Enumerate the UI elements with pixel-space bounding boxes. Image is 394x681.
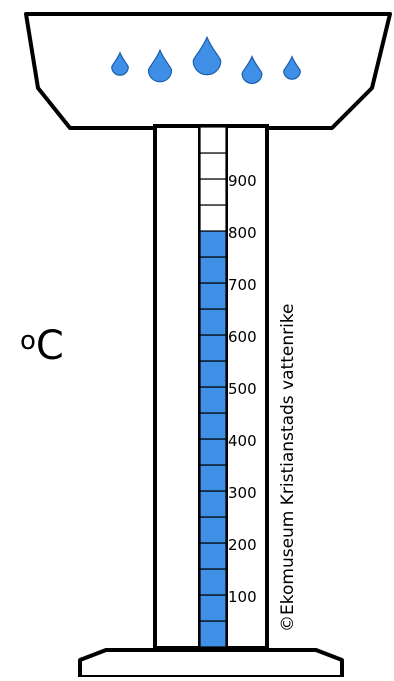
gauge-cell-empty: [199, 152, 227, 180]
scale-label: 500: [228, 380, 257, 398]
gauge-cell-filled: [199, 594, 227, 622]
gauge-cell-filled: [199, 412, 227, 440]
degree-symbol: o: [20, 326, 36, 356]
gauge-cell-filled: [199, 490, 227, 518]
gauge-cell-filled: [199, 568, 227, 596]
gauge-cell-filled: [199, 464, 227, 492]
gauge-cell-filled: [199, 438, 227, 466]
water-drop-icon: [192, 35, 222, 76]
water-drops: [111, 35, 301, 85]
scale-label: 300: [228, 484, 257, 502]
water-drop-icon: [283, 55, 301, 80]
scale-label: 600: [228, 328, 257, 346]
scale-label: 800: [228, 224, 257, 242]
scale-label: 900: [228, 172, 257, 190]
scale-label: 400: [228, 432, 257, 450]
water-drop-icon: [111, 51, 129, 76]
credit-text: ©Ekomuseum Kristianstads vattenrike: [278, 303, 298, 632]
gauge-cell-filled: [199, 386, 227, 414]
gauge-cell-filled: [199, 542, 227, 570]
scale-label: 100: [228, 588, 257, 606]
gauge-cell-filled: [199, 620, 227, 648]
gauge-cell-empty: [199, 178, 227, 206]
gauge-cell-filled: [199, 256, 227, 284]
unit-label: oC: [20, 326, 64, 366]
tower-base: [78, 648, 344, 679]
gauge-cell-filled: [199, 282, 227, 310]
scale-label: 700: [228, 276, 257, 294]
gauge-cell-empty: [199, 126, 227, 154]
gauge-cell-filled: [199, 516, 227, 544]
celsius-letter: C: [35, 323, 64, 369]
gauge-labels: 100 200 300 400 500 600 700 800 900: [228, 172, 257, 606]
gauge-cell-filled: [199, 360, 227, 388]
gauge-cell-filled: [199, 230, 227, 258]
scale-label: 200: [228, 536, 257, 554]
gauge-cell-filled: [199, 334, 227, 362]
gauge-cell-empty: [199, 204, 227, 232]
water-drop-icon: [147, 48, 173, 83]
gauge-cells: [199, 126, 227, 648]
gauge-cell-filled: [199, 308, 227, 336]
water-drop-icon: [241, 54, 263, 85]
